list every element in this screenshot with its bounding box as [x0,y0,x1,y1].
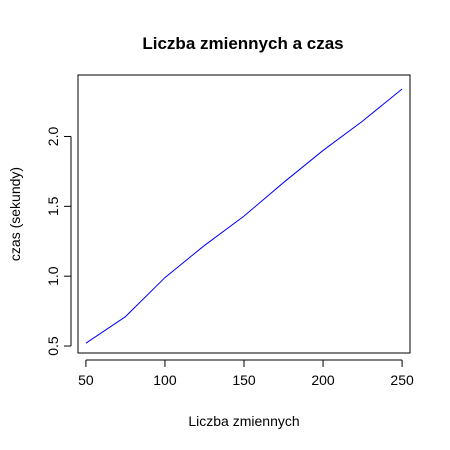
x-tick-label: 200 [311,372,335,388]
x-tick-label: 100 [153,372,177,388]
x-axis-label: Liczba zmiennych [188,413,299,429]
series-line [85,88,403,344]
plot-frame [77,74,411,354]
y-axis: 0.5 1.0 1.5 2.0 [45,127,72,356]
x-tick-label: 50 [78,372,94,388]
x-tick-label: 150 [232,372,256,388]
x-tick-label: 250 [390,372,414,388]
y-tick-label: 1.5 [45,196,61,216]
y-tick-label: 0.5 [45,336,61,356]
y-tick-label: 1.0 [45,266,61,286]
y-axis-label: czas (sekundy) [7,167,23,261]
series-layer [85,88,403,344]
chart-title: Liczba zmiennych a czas [142,34,343,53]
x-axis: 50 100 150 200 250 [78,359,414,388]
y-tick-label: 2.0 [45,127,61,147]
